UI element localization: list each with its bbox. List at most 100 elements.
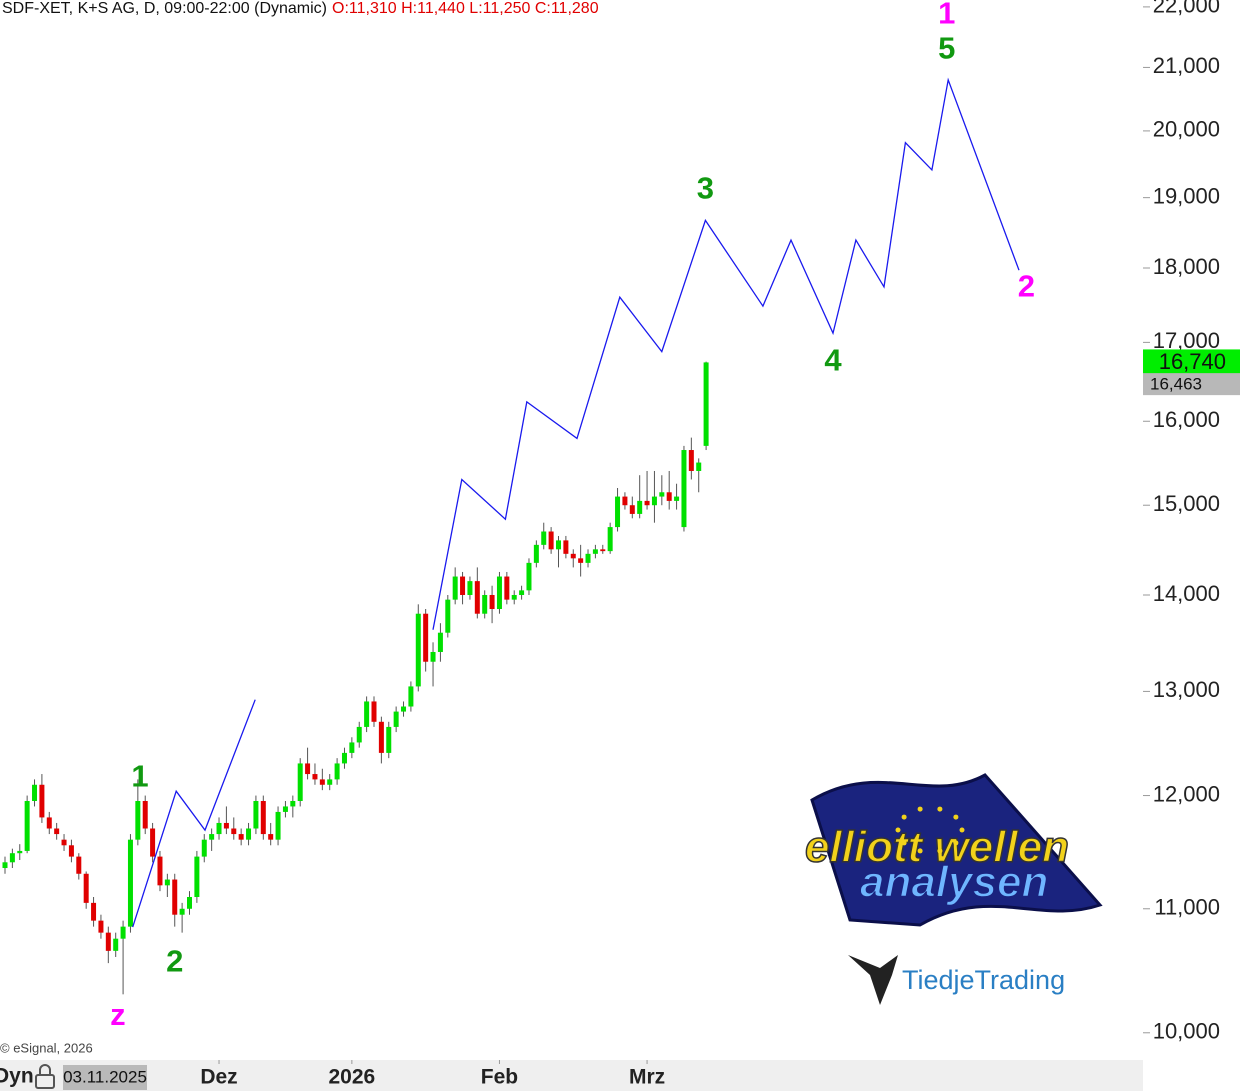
candle-body xyxy=(482,594,488,614)
flag-star xyxy=(895,827,901,833)
candle-body xyxy=(615,496,621,528)
candle-body xyxy=(644,500,650,506)
candle-body xyxy=(61,839,67,846)
candle-body xyxy=(187,896,192,909)
ohlc-text: O:11,310 H:11,440 L:11,250 C:11,280 xyxy=(332,0,599,17)
candle-body xyxy=(98,920,104,933)
candle-body xyxy=(54,828,60,835)
prev-price-box xyxy=(1143,373,1240,396)
prev-price-box-label: 16,463 xyxy=(1150,375,1202,394)
title-text: SDF-XET, K+S AG, D, 09:00-22:00 (Dynamic… xyxy=(2,0,327,17)
candle-body xyxy=(164,879,170,886)
candle-body xyxy=(223,822,229,829)
candle-body xyxy=(349,742,355,753)
wave-label: 2 xyxy=(166,943,183,978)
y-tick-label: 16,000 xyxy=(1153,407,1220,432)
ewa-text-2: analysen xyxy=(860,858,1048,907)
x-tick-label: Dez xyxy=(200,1066,237,1089)
y-tick-label: 20,000 xyxy=(1153,117,1220,142)
flag-star xyxy=(901,840,907,846)
candle-body xyxy=(231,828,237,835)
y-tick-label: 21,000 xyxy=(1153,53,1220,78)
x-tick-label: Mrz xyxy=(629,1066,665,1089)
candle-body xyxy=(201,839,207,857)
candle-body xyxy=(216,822,222,835)
candle-body xyxy=(290,800,296,807)
candle-body xyxy=(105,932,111,951)
candle-body xyxy=(253,800,259,829)
candle-body xyxy=(556,540,561,550)
x-tick-label: 2026 xyxy=(329,1066,376,1089)
wave-label: 1 xyxy=(131,759,148,794)
y-tick-label: 13,000 xyxy=(1153,677,1220,702)
tiedje-logo: TiedjeTrading xyxy=(848,955,1065,1005)
candle-body xyxy=(2,862,8,869)
candle-body xyxy=(275,811,281,840)
y-tick-label: 12,000 xyxy=(1153,781,1220,806)
flag-star xyxy=(917,806,923,812)
candle-body xyxy=(622,496,628,506)
candle-body xyxy=(496,576,502,610)
candle-body xyxy=(445,599,451,633)
cursor-label: Dyn xyxy=(0,1065,34,1088)
flag-star xyxy=(953,840,959,846)
candle-body xyxy=(356,726,362,743)
y-tick-label: 14,000 xyxy=(1153,581,1220,606)
candle-body xyxy=(364,701,370,727)
candle-body xyxy=(179,908,185,915)
candle-body xyxy=(423,613,429,662)
candle-body xyxy=(526,562,532,591)
candle-body xyxy=(570,553,576,559)
flag-star xyxy=(917,848,923,854)
candle-body xyxy=(378,721,384,753)
candle-body xyxy=(91,902,97,921)
wave-label: 2 xyxy=(1018,269,1035,304)
last-price-box-label: 16,740 xyxy=(1159,349,1226,374)
candle-body xyxy=(127,839,133,927)
candle-body xyxy=(76,856,82,874)
candle-body xyxy=(592,549,598,554)
projection-line xyxy=(132,77,1020,928)
cursor-date-box xyxy=(63,1065,147,1090)
y-tick-label: 10,000 xyxy=(1153,1019,1220,1044)
flag-star xyxy=(953,814,959,820)
wave-label: 4 xyxy=(824,343,842,378)
wave-label: 1 xyxy=(938,0,955,30)
wave-label: z xyxy=(110,997,126,1032)
candle-body xyxy=(194,856,200,897)
x-tick-label: Feb xyxy=(481,1066,518,1089)
flag-star xyxy=(937,848,943,854)
candle-body xyxy=(696,462,702,471)
candle-body xyxy=(519,590,525,595)
candle-body xyxy=(511,594,517,600)
candle-body xyxy=(297,763,303,801)
candle-body xyxy=(319,779,325,785)
candle-body xyxy=(504,576,510,600)
y-tick-label: 15,000 xyxy=(1153,491,1220,516)
candle-body xyxy=(172,879,178,915)
candle-body xyxy=(408,686,414,707)
candle-body xyxy=(430,651,436,662)
candle-body xyxy=(260,800,266,835)
candle-body xyxy=(688,450,694,471)
candle-body xyxy=(401,706,407,712)
wave-label: 5 xyxy=(938,30,955,65)
y-tick-label: 22,000 xyxy=(1153,0,1220,18)
candle-body xyxy=(415,613,421,687)
y-tick-label: 18,000 xyxy=(1153,254,1220,279)
y-tick-label: 19,000 xyxy=(1153,183,1220,208)
candle-body xyxy=(651,496,657,506)
candle-body xyxy=(489,594,495,610)
candle-body xyxy=(17,850,23,854)
candle-body xyxy=(150,828,156,857)
candle-body xyxy=(607,527,613,552)
ewa-logo: elliott wellen analysen xyxy=(804,773,1103,927)
last-price-box xyxy=(1143,349,1240,376)
candle-body xyxy=(9,853,15,863)
tiedje-text: TiedjeTrading xyxy=(902,965,1065,995)
candle-body xyxy=(460,576,466,595)
candle-body xyxy=(563,540,569,554)
candle-body xyxy=(393,711,399,727)
candle-body xyxy=(386,726,392,753)
